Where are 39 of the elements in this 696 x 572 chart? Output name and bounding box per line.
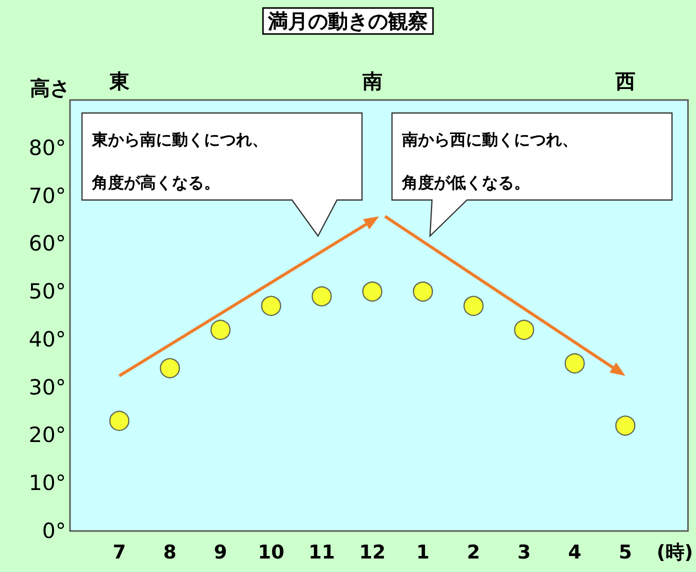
x-tick-label: 4 xyxy=(568,542,582,564)
point xyxy=(312,286,332,306)
x-tick-label: 1 xyxy=(416,542,430,564)
point xyxy=(210,320,231,340)
y-tick-label: 70° xyxy=(28,184,66,208)
x-tick-label: 5 xyxy=(618,542,632,564)
point xyxy=(514,320,534,340)
x-tick-label: 7 xyxy=(112,542,126,564)
y-tick-label: 0° xyxy=(42,519,66,543)
point xyxy=(463,296,484,316)
text: 東 xyxy=(108,69,130,93)
x-tick-label: 3 xyxy=(518,542,531,564)
x-tick-label: 8 xyxy=(163,542,177,564)
y-tick-label: 50° xyxy=(28,280,66,304)
speech-callout: 南から西に動くにつれ、角度が低くなる。 xyxy=(391,112,673,238)
y-tick-label: 30° xyxy=(28,375,66,400)
y-axis-title: 高さ xyxy=(30,76,70,100)
point xyxy=(615,416,636,436)
point xyxy=(109,410,130,431)
x-tick-label: 10 xyxy=(258,542,284,564)
speech-callout: 東から南に動くにつれ、角度が高くなる。 xyxy=(81,112,363,238)
text: 西 xyxy=(614,69,636,93)
y-tick-label: 20° xyxy=(28,423,66,448)
point xyxy=(362,281,382,302)
x-tick-label: 11 xyxy=(308,542,335,564)
point xyxy=(564,353,585,374)
y-tick-label: 40° xyxy=(28,327,66,352)
y-tick-label: 60° xyxy=(28,232,66,256)
point xyxy=(261,296,282,316)
x-tick-label: 12 xyxy=(359,542,386,564)
chart-title: 満月の動きの観察 xyxy=(267,9,428,33)
point xyxy=(412,281,434,302)
point xyxy=(160,358,180,378)
x-tick-label: 2 xyxy=(466,542,480,564)
x-tick-label: 9 xyxy=(214,542,228,564)
y-tick-label: 80° xyxy=(28,136,66,160)
y-tick-label: 10° xyxy=(28,471,66,496)
x-axis-title: (時) xyxy=(656,542,694,564)
text: 南 xyxy=(361,69,382,93)
